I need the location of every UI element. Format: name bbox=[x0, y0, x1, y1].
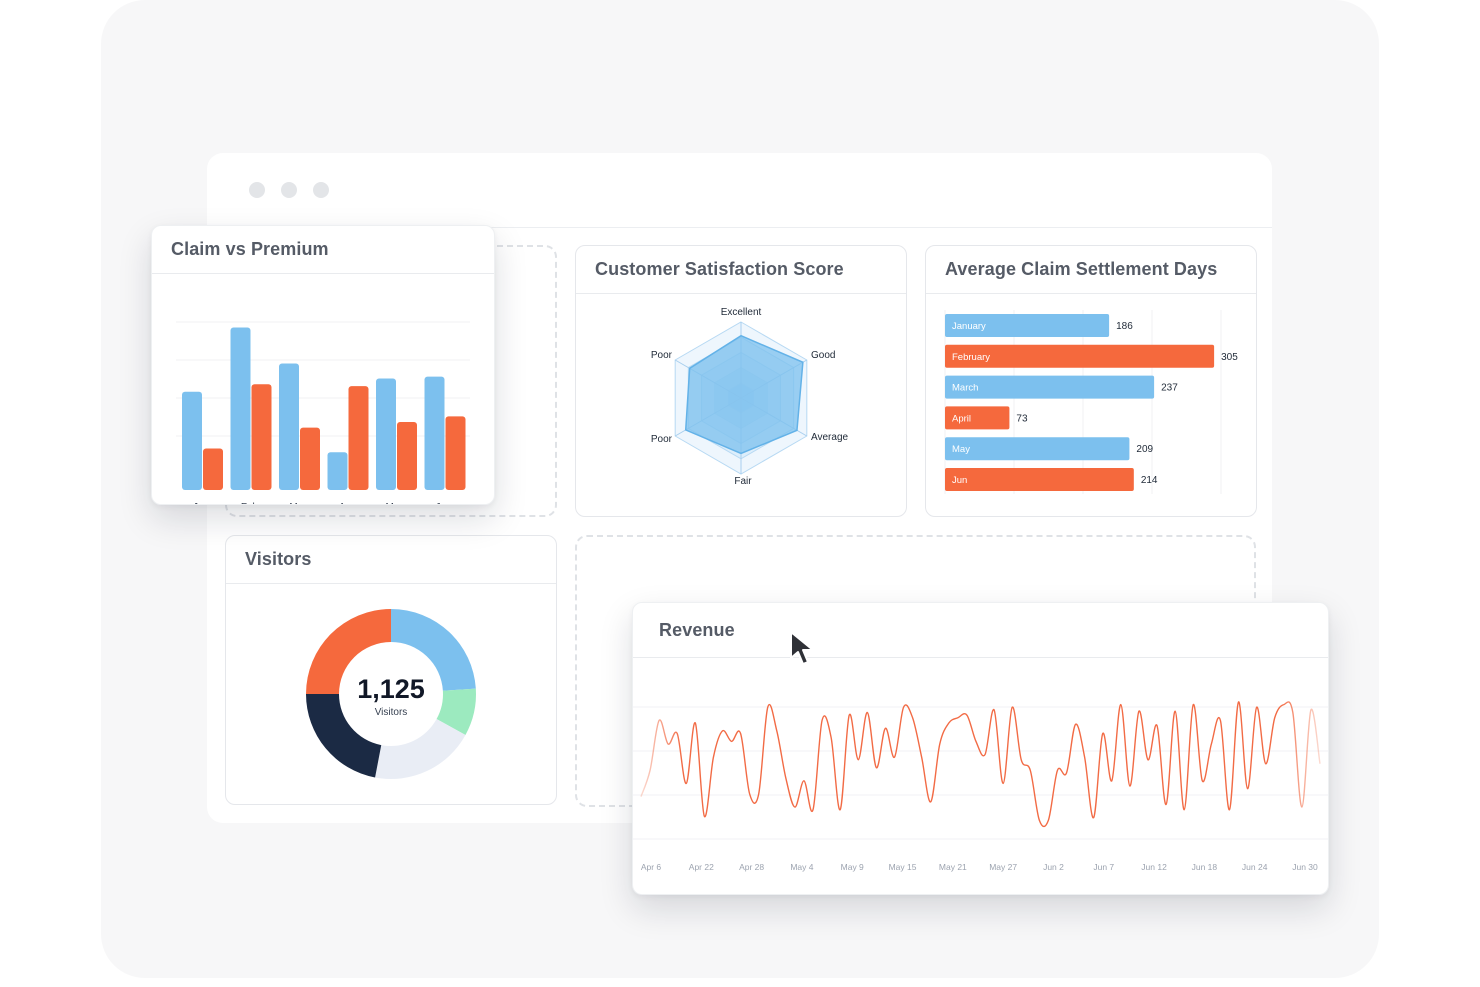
radar-axis-label: Good bbox=[811, 350, 835, 361]
settlement-bar bbox=[945, 406, 1010, 430]
claim-bar bbox=[230, 327, 251, 490]
claim-vs-premium-bar-chart: Jan Feb Mar Apr May Jun bbox=[176, 321, 470, 504]
settlement-bar-label: May bbox=[952, 444, 970, 455]
mouse-pointer-icon bbox=[790, 631, 814, 665]
settlement-bar bbox=[945, 375, 1155, 399]
settlement-bar-label: Jun bbox=[952, 475, 967, 486]
premium-bar bbox=[203, 448, 223, 490]
visitors-donut-segment bbox=[375, 719, 466, 779]
visitors-donut-segment bbox=[391, 609, 476, 691]
revenue-date-tick: Jun 7 bbox=[1093, 862, 1114, 872]
claim-bar bbox=[424, 376, 445, 490]
window-dot-1 bbox=[249, 182, 265, 198]
settlement-value-label: 214 bbox=[1141, 475, 1158, 486]
settlement-bar bbox=[945, 314, 1110, 337]
satisfaction-card-header: Customer Satisfaction Score bbox=[576, 246, 906, 294]
revenue-date-tick: Jun 18 bbox=[1192, 862, 1218, 872]
satisfaction-radar-chart: Excellent Good Average Fair Poor Poor bbox=[651, 307, 849, 487]
claim-vs-premium-card-header: Claim vs Premium bbox=[152, 226, 494, 274]
revenue-date-tick: May 4 bbox=[790, 862, 813, 872]
premium-bar bbox=[300, 427, 320, 490]
radar-axis-label: Average bbox=[811, 432, 849, 443]
claim-bar bbox=[279, 363, 299, 490]
revenue-line-chart: Apr 6 Apr 22 Apr 28 May 4 May 9 May 15 May 21 M… bbox=[633, 701, 1328, 872]
settlement-bar-label: February bbox=[952, 352, 990, 363]
radar-value-area bbox=[684, 334, 804, 455]
month-tick-label: May bbox=[386, 502, 405, 504]
window-dot-2 bbox=[281, 182, 297, 198]
settlement-card-header: Average Claim Settlement Days bbox=[926, 246, 1256, 294]
settlement-bar bbox=[945, 344, 1215, 368]
visitors-card: Visitors 1,125 Visitors bbox=[225, 535, 557, 805]
radar-axis-label: Fair bbox=[734, 476, 752, 487]
visitors-donut-segment bbox=[306, 609, 391, 694]
settlement-value-label: 237 bbox=[1161, 383, 1178, 394]
revenue-date-tick: Apr 28 bbox=[739, 862, 764, 872]
settlement-bar-label: April bbox=[952, 413, 971, 424]
revenue-series-line bbox=[640, 701, 1321, 828]
claim-bar bbox=[327, 452, 348, 490]
settlement-value-label: 186 bbox=[1116, 321, 1133, 332]
claim-bar bbox=[182, 391, 202, 490]
month-tick-label: Feb bbox=[241, 502, 259, 504]
settlement-bar bbox=[945, 437, 1130, 461]
revenue-date-tick: Jun 12 bbox=[1141, 862, 1167, 872]
window-dot-3 bbox=[313, 182, 329, 198]
settlement-bar bbox=[945, 468, 1134, 491]
premium-bar bbox=[251, 384, 272, 490]
premium-bar bbox=[348, 386, 369, 490]
window-titlebar bbox=[207, 153, 1272, 228]
settlement-card: Average Claim Settlement Days January 186… bbox=[925, 245, 1257, 517]
settlement-bar-label: March bbox=[952, 383, 978, 394]
revenue-date-tick: May 15 bbox=[889, 862, 917, 872]
visitors-card-header: Visitors bbox=[226, 536, 556, 584]
satisfaction-title: Customer Satisfaction Score bbox=[595, 259, 844, 279]
visitors-donut-segment bbox=[436, 688, 476, 735]
visitors-donut-segment bbox=[306, 694, 382, 778]
premium-bar bbox=[445, 416, 466, 490]
revenue-date-tick: May 21 bbox=[939, 862, 967, 872]
settlement-bar-label: January bbox=[952, 321, 986, 332]
visitors-total: 1,125 bbox=[357, 674, 425, 704]
month-tick-label: Jun bbox=[435, 502, 451, 504]
claim-bar bbox=[376, 378, 396, 490]
claim-vs-premium-title: Claim vs Premium bbox=[171, 239, 329, 259]
revenue-date-tick: May 27 bbox=[989, 862, 1017, 872]
revenue-date-tick: May 9 bbox=[841, 862, 864, 872]
month-tick-label: Jan bbox=[193, 502, 209, 504]
visitors-donut-chart: 1,125 Visitors bbox=[306, 609, 476, 779]
settlement-value-label: 209 bbox=[1136, 444, 1153, 455]
visitors-caption: Visitors bbox=[375, 707, 408, 718]
visitors-title: Visitors bbox=[245, 549, 312, 569]
month-tick-label: Mar bbox=[289, 502, 307, 504]
satisfaction-card: Customer Satisfaction Score Excellent Goo… bbox=[575, 245, 907, 517]
settlement-bar-chart: January 186 February 305 March 237 April 73 May 2… bbox=[944, 310, 1238, 494]
revenue-card-header: Revenue bbox=[633, 603, 1328, 658]
revenue-title: Revenue bbox=[659, 619, 735, 640]
radar-axis-label: Poor bbox=[651, 350, 673, 361]
settlement-value-label: 305 bbox=[1221, 352, 1238, 363]
settlement-title: Average Claim Settlement Days bbox=[945, 259, 1218, 279]
revenue-date-tick: Jun 24 bbox=[1242, 862, 1268, 872]
revenue-date-tick: Jun 2 bbox=[1043, 862, 1064, 872]
revenue-card: Revenue Apr 6 Apr 22 Apr 28 May 4 May 9 May 1… bbox=[632, 602, 1329, 895]
revenue-date-tick: Jun 30 bbox=[1292, 862, 1318, 872]
settlement-value-label: 73 bbox=[1016, 413, 1028, 424]
radar-axis-label: Excellent bbox=[721, 307, 762, 318]
premium-bar bbox=[397, 422, 417, 490]
radar-axis-label: Poor bbox=[651, 434, 673, 445]
month-tick-label: Apr bbox=[339, 502, 355, 504]
revenue-date-tick: Apr 22 bbox=[689, 862, 714, 872]
revenue-date-tick: Apr 6 bbox=[641, 862, 662, 872]
claim-vs-premium-card: Claim vs Premium Jan Feb Mar Apr May Jun bbox=[151, 225, 495, 505]
